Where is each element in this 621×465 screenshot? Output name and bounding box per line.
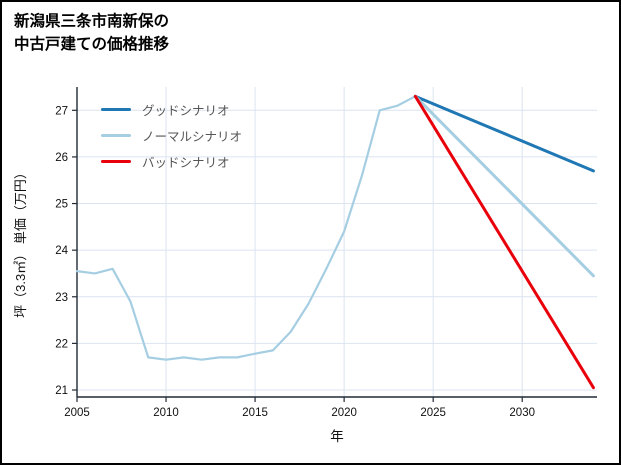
normal-scenario-line-swatch (101, 133, 131, 137)
normal-line (413, 94, 595, 278)
chart-title-line-2: 中古戸建ての価格推移 (14, 36, 170, 54)
y-tick-label: 23 (55, 292, 68, 304)
x-tick-label: 2015 (242, 407, 268, 419)
x-axis-label: 年 (330, 429, 344, 444)
legend-item-bad-scenario: バッドシナリオ (101, 148, 242, 174)
x-tick-label: 2010 (153, 407, 179, 419)
history-line (75, 95, 417, 361)
chart-title: 新潟県三条市南新保の 中古戸建ての価格推移 (14, 10, 169, 57)
bad-line (413, 94, 595, 390)
bad-scenario-line-swatch (101, 159, 131, 163)
legend-item-normal-scenario: ノーマルシナリオ (101, 122, 242, 148)
y-tick-label: 24 (55, 245, 68, 257)
chart-title-line-1: 新潟県三条市南新保の (14, 13, 170, 30)
x-tick-label: 2030 (509, 407, 535, 419)
x-tick-label: 2025 (420, 407, 446, 419)
x-tick-label: 2005 (64, 407, 90, 419)
good-scenario-line-swatch (101, 107, 131, 111)
good-line (413, 94, 595, 173)
legend-label-normal-scenario: ノーマルシナリオ (142, 129, 243, 144)
y-tick-label: 27 (55, 105, 68, 117)
y-tick-label: 22 (55, 338, 68, 350)
x-tick-label: 2020 (331, 407, 357, 419)
y-axis-label: 坪（3.3㎡） 単価（万円） (13, 166, 28, 318)
legend-label-good-scenario: グッドシナリオ (142, 103, 230, 118)
legend-label-bad-scenario: バッドシナリオ (142, 155, 230, 170)
legend-item-good-scenario: グッドシナリオ (101, 96, 242, 122)
y-tick-label: 21 (55, 385, 68, 397)
y-tick-label: 26 (55, 152, 68, 164)
y-tick-label: 25 (55, 199, 68, 211)
chart-legend: グッドシナリオ ノーマルシナリオ バッドシナリオ (101, 96, 242, 174)
